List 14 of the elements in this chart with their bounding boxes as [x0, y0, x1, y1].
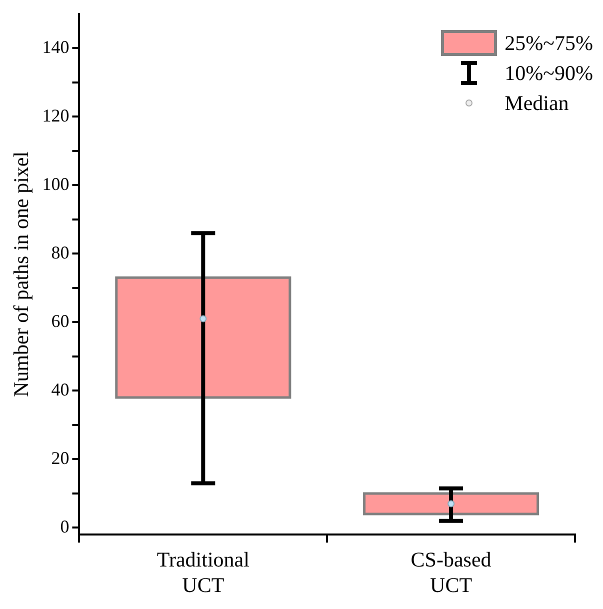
y-tick-label: 60	[51, 310, 70, 331]
y-tick-label: 20	[51, 448, 70, 468]
y-tick-label: 120	[42, 105, 70, 126]
y-tick-label: 80	[51, 242, 70, 262]
y-axis-title: Number of paths in one pixel	[9, 151, 34, 397]
y-tick-label: 40	[51, 379, 70, 400]
annotation: Median	[504, 90, 569, 116]
x-tick-label: CS-based UCT	[410, 548, 492, 597]
y-tick-label: 0	[60, 516, 70, 536]
y-tick-label: 140	[42, 36, 70, 57]
annotation: 25%~75%	[504, 30, 593, 56]
y-tick-label: 100	[42, 174, 70, 194]
annotation: 10%~90%	[504, 60, 593, 86]
x-tick-label: Traditional UCT	[156, 548, 250, 597]
